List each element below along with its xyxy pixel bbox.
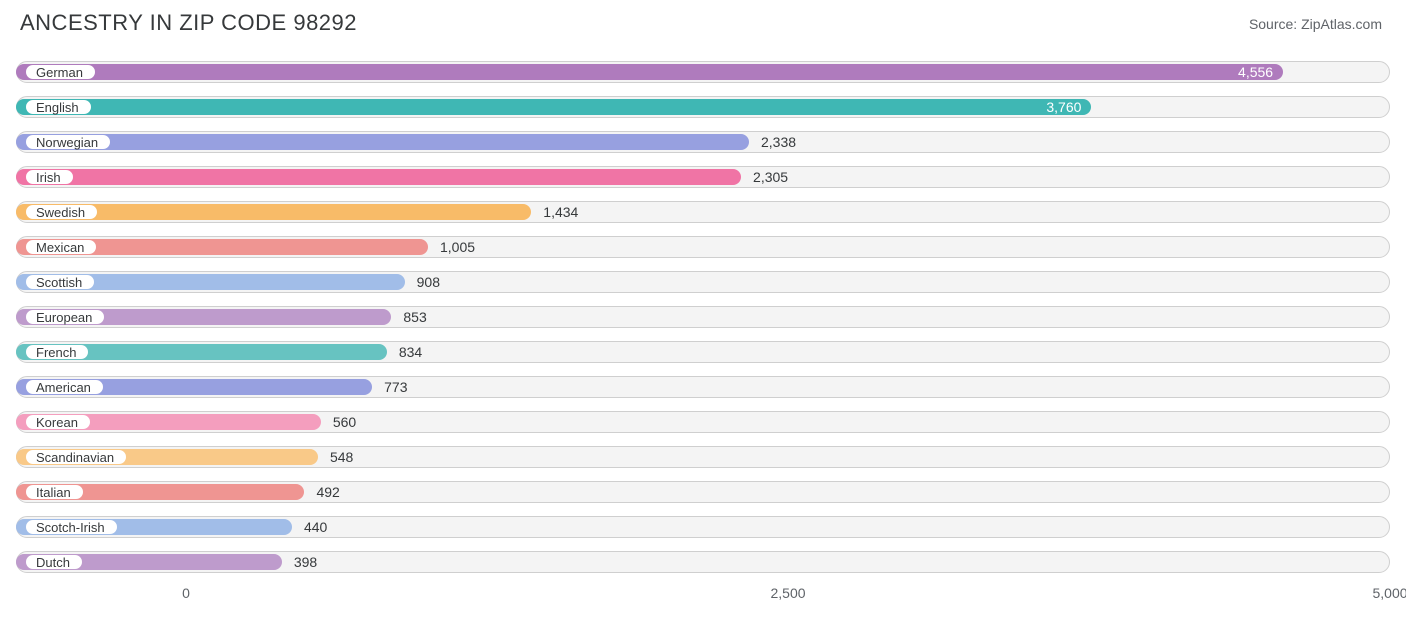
bar-value: 3,760: [1046, 99, 1081, 115]
bar-row: Scottish 908: [16, 264, 1390, 299]
bar-label: Scotch-Irish: [36, 521, 105, 534]
bar-label-pill: Mexican: [25, 239, 97, 255]
bar-value: 1,005: [440, 239, 475, 255]
bar-label: Italian: [36, 486, 71, 499]
bar-label: Norwegian: [36, 136, 98, 149]
bar-label: English: [36, 101, 79, 114]
bar-value: 492: [316, 484, 339, 500]
bar-value: 1,434: [543, 204, 578, 220]
bar-row: Mexican 1,005: [16, 229, 1390, 264]
bar-label: Swedish: [36, 206, 85, 219]
bar-label: Irish: [36, 171, 61, 184]
bar-label-pill: Swedish: [25, 204, 98, 220]
bar-row: German 4,556: [16, 54, 1390, 89]
bar-label: Korean: [36, 416, 78, 429]
bar-label-pill: German: [25, 64, 96, 80]
bar-value: 560: [333, 414, 356, 430]
bar-value: 908: [417, 274, 440, 290]
chart-title: ANCESTRY IN ZIP CODE 98292: [20, 10, 357, 36]
bar-label-pill: Scottish: [25, 274, 95, 290]
bar-label-pill: Scandinavian: [25, 449, 127, 465]
bar-row: Scotch-Irish 440: [16, 509, 1390, 544]
bar-row: Dutch 398: [16, 544, 1390, 579]
bar-label: Scottish: [36, 276, 82, 289]
bar-row: French 834: [16, 334, 1390, 369]
bar-value: 4,556: [1238, 64, 1273, 80]
bar-label: Dutch: [36, 556, 70, 569]
bar-label: German: [36, 66, 83, 79]
bar-fill: [16, 64, 1283, 80]
x-tick: 2,500: [770, 585, 805, 601]
bar-label-pill: Italian: [25, 484, 84, 500]
bar-row: Korean 560: [16, 404, 1390, 439]
bar-value: 548: [330, 449, 353, 465]
x-tick: 5,000: [1372, 585, 1406, 601]
bar-label-pill: Dutch: [25, 554, 83, 570]
bar-label-pill: French: [25, 344, 89, 360]
bar-label: Scandinavian: [36, 451, 114, 464]
bar-label-pill: Scotch-Irish: [25, 519, 118, 535]
bar-fill: [16, 99, 1091, 115]
bar-row: Swedish 1,434: [16, 194, 1390, 229]
bar-value: 2,338: [761, 134, 796, 150]
bar-value: 773: [384, 379, 407, 395]
bar-label-pill: Norwegian: [25, 134, 111, 150]
bar-label: Mexican: [36, 241, 84, 254]
bar-value: 440: [304, 519, 327, 535]
bar-label-pill: Korean: [25, 414, 91, 430]
bar-row: Italian 492: [16, 474, 1390, 509]
bar-row: Norwegian 2,338: [16, 124, 1390, 159]
bar-label: European: [36, 311, 92, 324]
bar-label-pill: English: [25, 99, 92, 115]
bar-row: English 3,760: [16, 89, 1390, 124]
bar-label-pill: Irish: [25, 169, 74, 185]
bar-row: American 773: [16, 369, 1390, 404]
bar-label: American: [36, 381, 91, 394]
bar-row: European 853: [16, 299, 1390, 334]
bar-row: Irish 2,305: [16, 159, 1390, 194]
chart-source: Source: ZipAtlas.com: [1249, 16, 1382, 32]
bar-label-pill: European: [25, 309, 105, 325]
bar-value: 853: [403, 309, 426, 325]
x-tick: 0: [182, 585, 190, 601]
bar-row: Scandinavian 548: [16, 439, 1390, 474]
bar-value: 398: [294, 554, 317, 570]
bar-value: 834: [399, 344, 422, 360]
bar-chart: German 4,556 English 3,760 Norwegian 2,338 Iri…: [16, 54, 1390, 579]
bar-value: 2,305: [753, 169, 788, 185]
bar-fill: [16, 134, 749, 150]
bar-fill: [16, 169, 741, 185]
bar-label-pill: American: [25, 379, 104, 395]
bar-label: French: [36, 346, 76, 359]
